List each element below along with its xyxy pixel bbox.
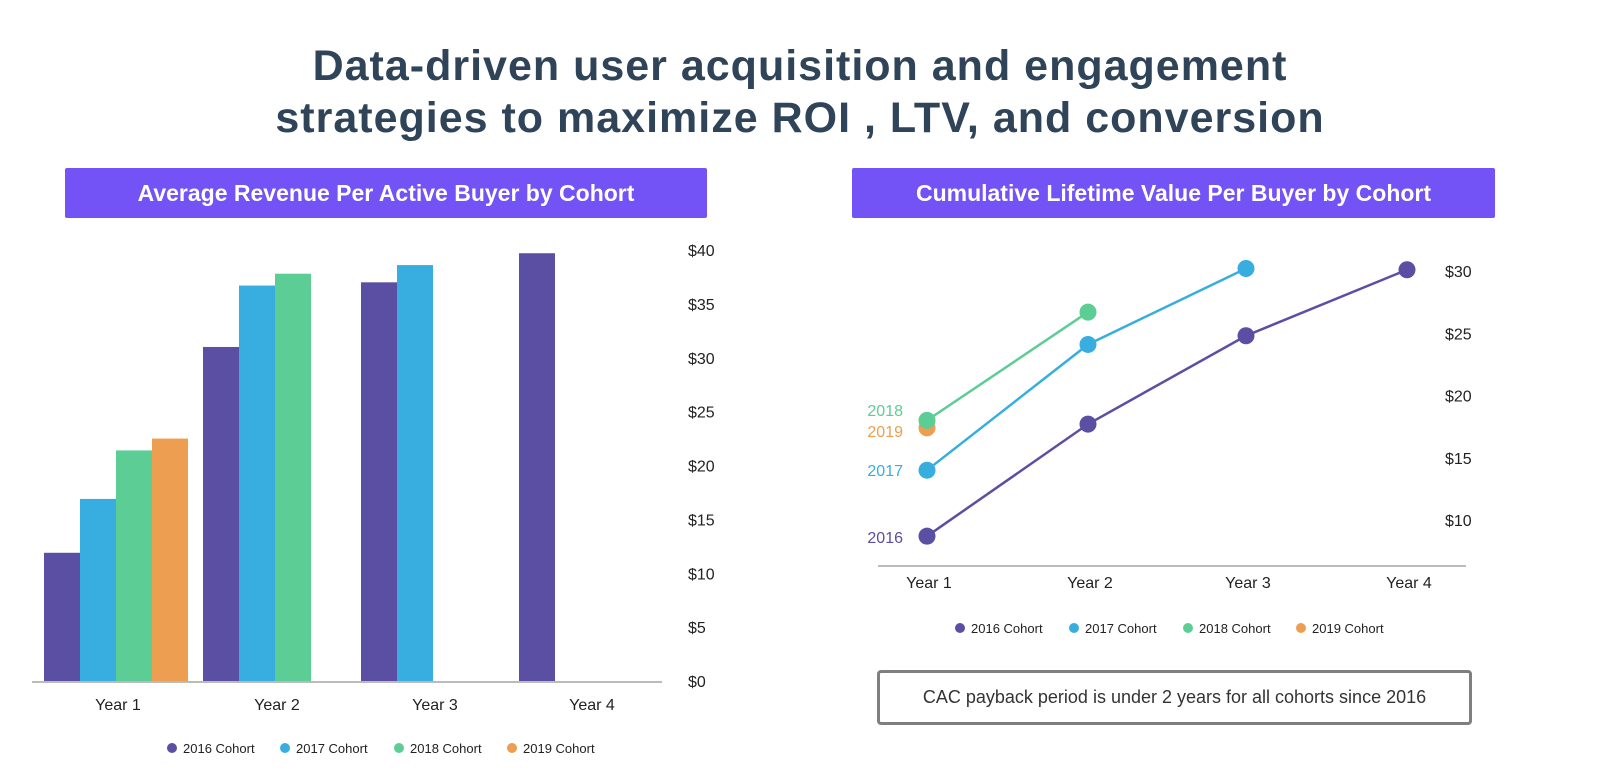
y-tick-label: $10 xyxy=(1445,513,1472,530)
point-2018 xyxy=(918,411,936,429)
title-line-2: strategies to maximize ROI , LTV, and co… xyxy=(275,94,1325,142)
legend-marker-2017 xyxy=(280,743,290,753)
x-tick-label: Year 3 xyxy=(1225,575,1271,592)
bar-2017-year-2 xyxy=(239,285,275,681)
legend-marker-2018 xyxy=(394,743,404,753)
x-tick-label: Year 2 xyxy=(254,697,300,714)
bar-2016-year-1 xyxy=(44,552,80,681)
y-tick-label: $15 xyxy=(688,512,715,529)
bar-2018-year-1 xyxy=(116,450,152,681)
legend-marker-2016 xyxy=(167,743,177,753)
x-tick-label: Year 3 xyxy=(412,697,458,714)
legend-marker-2019 xyxy=(1296,623,1306,633)
point-2016 xyxy=(1398,261,1416,279)
y-tick-label: $5 xyxy=(688,620,706,637)
legend-marker-2018 xyxy=(1183,623,1193,633)
bar-2016-year-3 xyxy=(361,282,397,681)
bar-2018-year-2 xyxy=(275,273,311,681)
series-label-2016: 2016 xyxy=(867,530,903,547)
line-2017 xyxy=(926,267,1247,472)
legend-marker-2019 xyxy=(507,743,517,753)
legend-label: 2017 Cohort xyxy=(1085,621,1157,636)
point-2018 xyxy=(1079,303,1097,321)
legend-label: 2016 Cohort xyxy=(183,741,255,756)
x-tick-label: Year 1 xyxy=(95,697,141,714)
y-tick-label: $15 xyxy=(1445,451,1472,468)
y-tick-label: $20 xyxy=(1445,389,1472,406)
y-tick-label: $20 xyxy=(688,459,715,476)
point-2016 xyxy=(1237,327,1255,345)
point-2017 xyxy=(918,461,936,479)
legend-marker-2016 xyxy=(955,623,965,633)
y-tick-label: $30 xyxy=(688,351,715,368)
legend-label: 2018 Cohort xyxy=(410,741,482,756)
x-tick-label: Year 4 xyxy=(569,697,615,714)
y-tick-label: $0 xyxy=(688,674,706,691)
y-tick-label: $30 xyxy=(1445,264,1472,281)
y-tick-label: $25 xyxy=(688,405,715,422)
bar-2017-year-1 xyxy=(80,498,116,681)
bar-2019-year-1 xyxy=(152,438,188,681)
bar-2017-year-3 xyxy=(397,265,433,681)
y-tick-label: $40 xyxy=(688,243,715,260)
x-tick-label: Year 1 xyxy=(906,575,952,592)
y-tick-label: $10 xyxy=(688,566,715,583)
y-tick-label: $25 xyxy=(1445,326,1472,343)
legend-label: 2018 Cohort xyxy=(1199,621,1271,636)
bar-2016-year-2 xyxy=(203,346,239,681)
bar-2016-year-4 xyxy=(519,253,555,682)
series-label-2017: 2017 xyxy=(867,463,903,480)
title-line-1: Data-driven user acquisition and engagem… xyxy=(312,42,1288,90)
legend-marker-2017 xyxy=(1069,623,1079,633)
legend-label: 2019 Cohort xyxy=(523,741,595,756)
point-2017 xyxy=(1079,335,1097,353)
bar-chart-title: Average Revenue Per Active Buyer by Coho… xyxy=(65,168,707,218)
x-tick-label: Year 2 xyxy=(1067,575,1113,592)
line-2018 xyxy=(926,311,1089,422)
point-2016 xyxy=(1079,415,1097,433)
point-2017 xyxy=(1237,260,1255,278)
callout-box: CAC payback period is under 2 years for … xyxy=(877,670,1472,725)
series-label-2018: 2018 xyxy=(867,403,903,420)
legend-label: 2016 Cohort xyxy=(971,621,1043,636)
line-2016 xyxy=(926,268,1408,538)
legend-label: 2017 Cohort xyxy=(296,741,368,756)
point-2016 xyxy=(918,527,936,545)
x-tick-label: Year 4 xyxy=(1386,575,1432,592)
legend-label: 2019 Cohort xyxy=(1312,621,1384,636)
series-label-2019: 2019 xyxy=(867,424,903,441)
line-chart-title: Cumulative Lifetime Value Per Buyer by C… xyxy=(852,168,1495,218)
y-tick-label: $35 xyxy=(688,297,715,314)
page-title: Data-driven user acquisition and engagem… xyxy=(0,40,1600,144)
